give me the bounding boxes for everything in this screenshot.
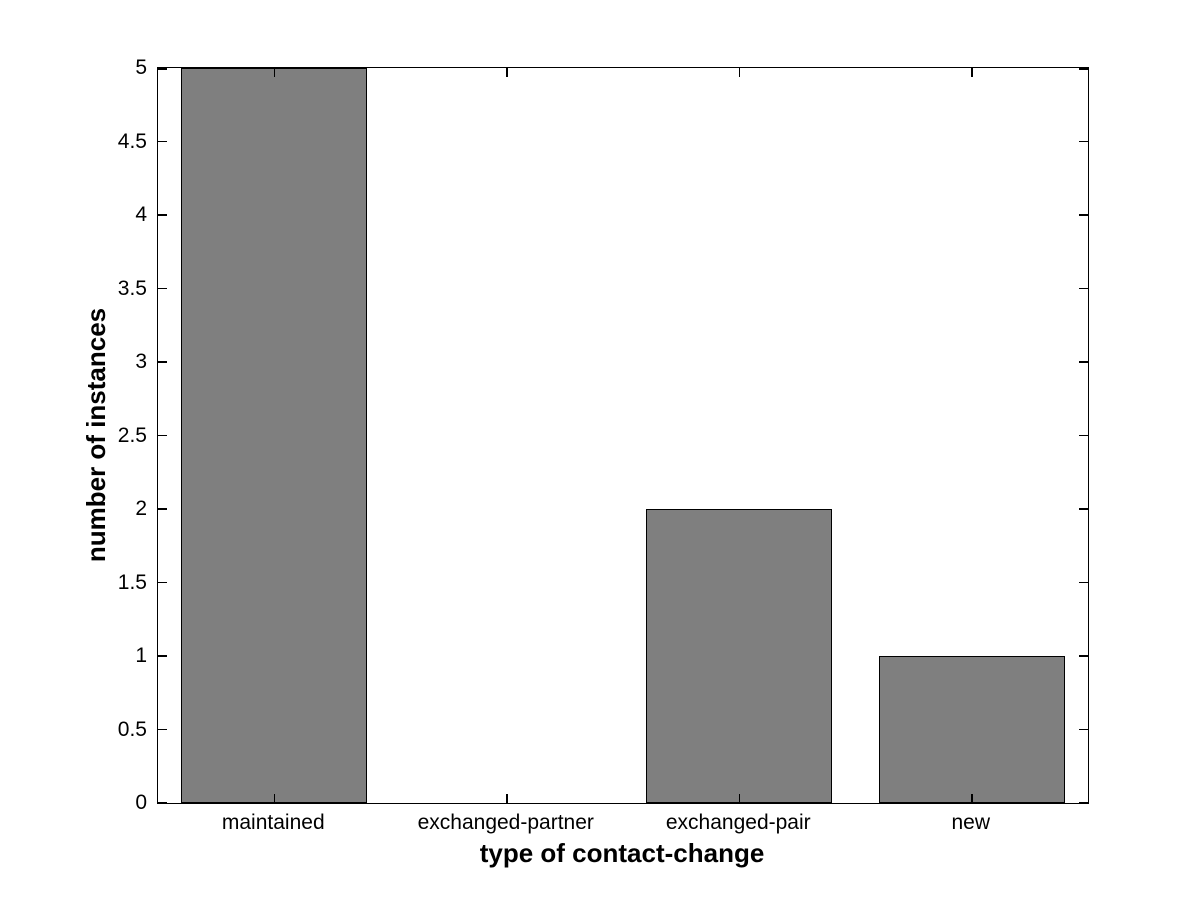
y-tick-label: 0.5 <box>117 717 147 741</box>
y-tick-left <box>158 801 167 803</box>
y-tick-label: 2 <box>135 497 147 520</box>
y-tick-left <box>158 728 167 731</box>
y-tick-right <box>1079 214 1088 216</box>
y-tick-right <box>1079 581 1088 584</box>
y-tick-right <box>1079 361 1088 363</box>
x-tick-bottom <box>971 794 973 803</box>
y-tick-right <box>1079 728 1088 731</box>
x-axis-title: type of contact-change <box>479 838 765 868</box>
y-tick-left <box>158 68 167 70</box>
y-tick-right <box>1079 508 1088 510</box>
y-axis-title: number of instances <box>81 307 111 563</box>
bar-maintained <box>181 68 368 803</box>
y-tick-left <box>158 581 167 584</box>
y-tick-left <box>158 434 167 437</box>
y-tick-label: 3.5 <box>117 276 147 300</box>
y-tick-right <box>1079 434 1088 437</box>
y-tick-right <box>1079 140 1088 143</box>
x-tick-label: new <box>951 811 991 834</box>
x-tick-bottom <box>506 794 508 803</box>
x-tick-top <box>738 68 740 77</box>
x-tick-bottom <box>738 794 740 803</box>
y-tick-left <box>158 655 167 657</box>
y-tick-label: 4.5 <box>117 129 147 153</box>
y-tick-label: 1.5 <box>117 570 147 594</box>
bar-exchanged-pair <box>646 509 833 803</box>
y-tick-label: 3 <box>135 350 147 373</box>
bar-new <box>878 656 1065 803</box>
y-tick-right <box>1079 801 1088 803</box>
y-tick-right <box>1079 68 1088 70</box>
x-tick-bottom <box>273 794 275 803</box>
plot-area <box>157 67 1089 804</box>
x-tick-top <box>971 68 973 77</box>
x-tick-label: exchanged-pair <box>665 811 811 834</box>
y-tick-label: 2.5 <box>117 423 147 447</box>
y-tick-left <box>158 508 167 510</box>
y-tick-label: 0 <box>135 791 147 814</box>
x-tick-label: exchanged-partner <box>417 811 594 834</box>
y-tick-right <box>1079 287 1088 290</box>
y-tick-left <box>158 140 167 143</box>
y-tick-label: 4 <box>135 203 147 226</box>
y-tick-right <box>1079 655 1088 657</box>
x-tick-top <box>273 68 275 77</box>
x-tick-label: maintained <box>221 811 325 834</box>
y-tick-label: 1 <box>135 644 147 667</box>
x-tick-top <box>506 68 508 77</box>
y-tick-left <box>158 214 167 216</box>
y-tick-left <box>158 361 167 363</box>
y-tick-left <box>158 287 167 290</box>
y-tick-label: 5 <box>135 56 147 79</box>
